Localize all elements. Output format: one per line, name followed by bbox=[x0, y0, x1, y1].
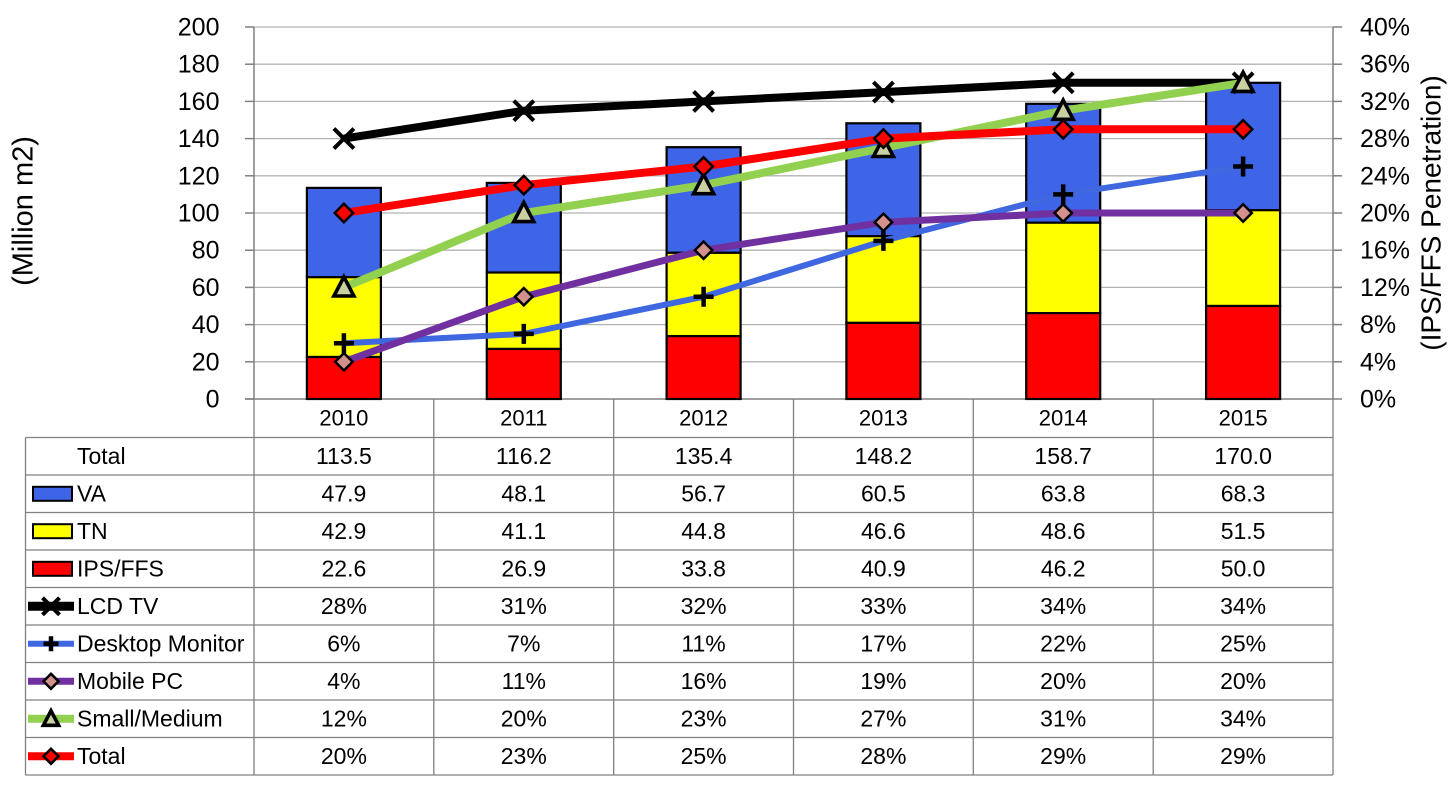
svg-text:2010: 2010 bbox=[319, 406, 368, 431]
svg-text:2011: 2011 bbox=[500, 406, 547, 431]
svg-text:60: 60 bbox=[192, 274, 220, 302]
svg-text:48.6: 48.6 bbox=[1041, 518, 1086, 544]
svg-text:17%: 17% bbox=[860, 631, 906, 657]
svg-text:44.8: 44.8 bbox=[681, 518, 726, 544]
svg-text:16%: 16% bbox=[1360, 237, 1410, 265]
svg-text:Total: Total bbox=[77, 443, 126, 469]
svg-text:160: 160 bbox=[178, 88, 220, 116]
svg-text:33%: 33% bbox=[860, 593, 906, 619]
svg-text:170.0: 170.0 bbox=[1214, 443, 1272, 469]
svg-text:28%: 28% bbox=[1360, 125, 1410, 153]
svg-text:27%: 27% bbox=[860, 706, 906, 732]
svg-text:32%: 32% bbox=[1360, 88, 1410, 116]
svg-text:20: 20 bbox=[192, 348, 220, 376]
svg-text:20%: 20% bbox=[1040, 668, 1086, 694]
svg-text:46.2: 46.2 bbox=[1041, 556, 1086, 582]
svg-text:2012: 2012 bbox=[679, 406, 728, 431]
svg-text:34%: 34% bbox=[1040, 593, 1086, 619]
svg-text:25%: 25% bbox=[681, 743, 727, 769]
svg-text:TN: TN bbox=[77, 518, 108, 544]
svg-text:28%: 28% bbox=[860, 743, 906, 769]
svg-text:Total: Total bbox=[77, 743, 126, 769]
svg-text:50.0: 50.0 bbox=[1221, 556, 1266, 582]
svg-text:56.7: 56.7 bbox=[681, 481, 726, 507]
svg-text:36%: 36% bbox=[1360, 51, 1410, 79]
svg-text:11%: 11% bbox=[502, 668, 546, 694]
svg-text:7%: 7% bbox=[507, 631, 540, 657]
svg-text:28%: 28% bbox=[321, 593, 367, 619]
svg-text:22%: 22% bbox=[1040, 631, 1086, 657]
svg-text:29%: 29% bbox=[1040, 743, 1086, 769]
svg-text:42.9: 42.9 bbox=[322, 518, 367, 544]
svg-text:0: 0 bbox=[206, 386, 220, 414]
svg-text:VA: VA bbox=[77, 481, 107, 507]
svg-text:51.5: 51.5 bbox=[1221, 518, 1266, 544]
svg-text:116.2: 116.2 bbox=[496, 443, 552, 469]
svg-text:22.6: 22.6 bbox=[322, 556, 367, 582]
svg-text:100: 100 bbox=[178, 200, 220, 228]
svg-text:2013: 2013 bbox=[859, 406, 908, 431]
svg-text:68.3: 68.3 bbox=[1221, 481, 1266, 507]
svg-text:180: 180 bbox=[178, 51, 220, 79]
svg-text:34%: 34% bbox=[1220, 706, 1266, 732]
svg-text:4%: 4% bbox=[1360, 348, 1396, 376]
svg-text:140: 140 bbox=[178, 125, 220, 153]
svg-text:Mobile PC: Mobile PC bbox=[77, 668, 183, 694]
svg-text:4%: 4% bbox=[327, 668, 360, 694]
svg-text:29%: 29% bbox=[1220, 743, 1266, 769]
svg-text:41.1: 41.1 bbox=[501, 518, 546, 544]
svg-text:0%: 0% bbox=[1360, 386, 1396, 414]
svg-text:158.7: 158.7 bbox=[1034, 443, 1092, 469]
svg-text:32%: 32% bbox=[681, 593, 727, 619]
svg-text:23%: 23% bbox=[501, 743, 547, 769]
svg-text:LCD TV: LCD TV bbox=[77, 593, 159, 619]
svg-text:33.8: 33.8 bbox=[681, 556, 726, 582]
svg-text:25%: 25% bbox=[1220, 631, 1266, 657]
svg-text:20%: 20% bbox=[1220, 668, 1266, 694]
svg-text:26.9: 26.9 bbox=[501, 556, 546, 582]
svg-text:8%: 8% bbox=[1360, 311, 1396, 339]
svg-text:120: 120 bbox=[178, 162, 220, 190]
svg-text:20%: 20% bbox=[1360, 200, 1410, 228]
svg-text:23%: 23% bbox=[681, 706, 727, 732]
svg-text:47.9: 47.9 bbox=[322, 481, 367, 507]
svg-text:40: 40 bbox=[192, 311, 220, 339]
svg-text:11%: 11% bbox=[681, 631, 725, 657]
svg-text:(Million m2): (Million m2) bbox=[8, 136, 40, 286]
svg-text:31%: 31% bbox=[1040, 706, 1086, 732]
svg-text:113.5: 113.5 bbox=[316, 443, 372, 469]
svg-text:Small/Medium: Small/Medium bbox=[77, 706, 223, 732]
svg-text:IPS/FFS: IPS/FFS bbox=[77, 556, 164, 582]
svg-text:48.1: 48.1 bbox=[501, 481, 546, 507]
svg-text:12%: 12% bbox=[321, 706, 367, 732]
svg-text:12%: 12% bbox=[1360, 274, 1410, 302]
svg-text:20%: 20% bbox=[501, 706, 547, 732]
svg-text:46.6: 46.6 bbox=[861, 518, 906, 544]
svg-text:60.5: 60.5 bbox=[861, 481, 906, 507]
svg-text:20%: 20% bbox=[321, 743, 367, 769]
svg-text:31%: 31% bbox=[501, 593, 547, 619]
svg-text:40.9: 40.9 bbox=[861, 556, 906, 582]
svg-text:148.2: 148.2 bbox=[855, 443, 913, 469]
svg-text:2015: 2015 bbox=[1219, 406, 1268, 431]
svg-text:24%: 24% bbox=[1360, 162, 1410, 190]
svg-text:34%: 34% bbox=[1220, 593, 1266, 619]
svg-text:200: 200 bbox=[178, 14, 220, 42]
svg-text:135.4: 135.4 bbox=[675, 443, 733, 469]
svg-text:16%: 16% bbox=[681, 668, 727, 694]
svg-text:6%: 6% bbox=[327, 631, 360, 657]
svg-text:80: 80 bbox=[192, 237, 220, 265]
svg-text:40%: 40% bbox=[1360, 14, 1410, 42]
svg-text:19%: 19% bbox=[860, 668, 906, 694]
svg-text:Desktop Monitor: Desktop Monitor bbox=[77, 631, 245, 657]
svg-text:63.8: 63.8 bbox=[1041, 481, 1086, 507]
svg-text:(IPS/FFS Penetration): (IPS/FFS Penetration) bbox=[1416, 75, 1447, 350]
svg-text:2014: 2014 bbox=[1039, 406, 1088, 431]
